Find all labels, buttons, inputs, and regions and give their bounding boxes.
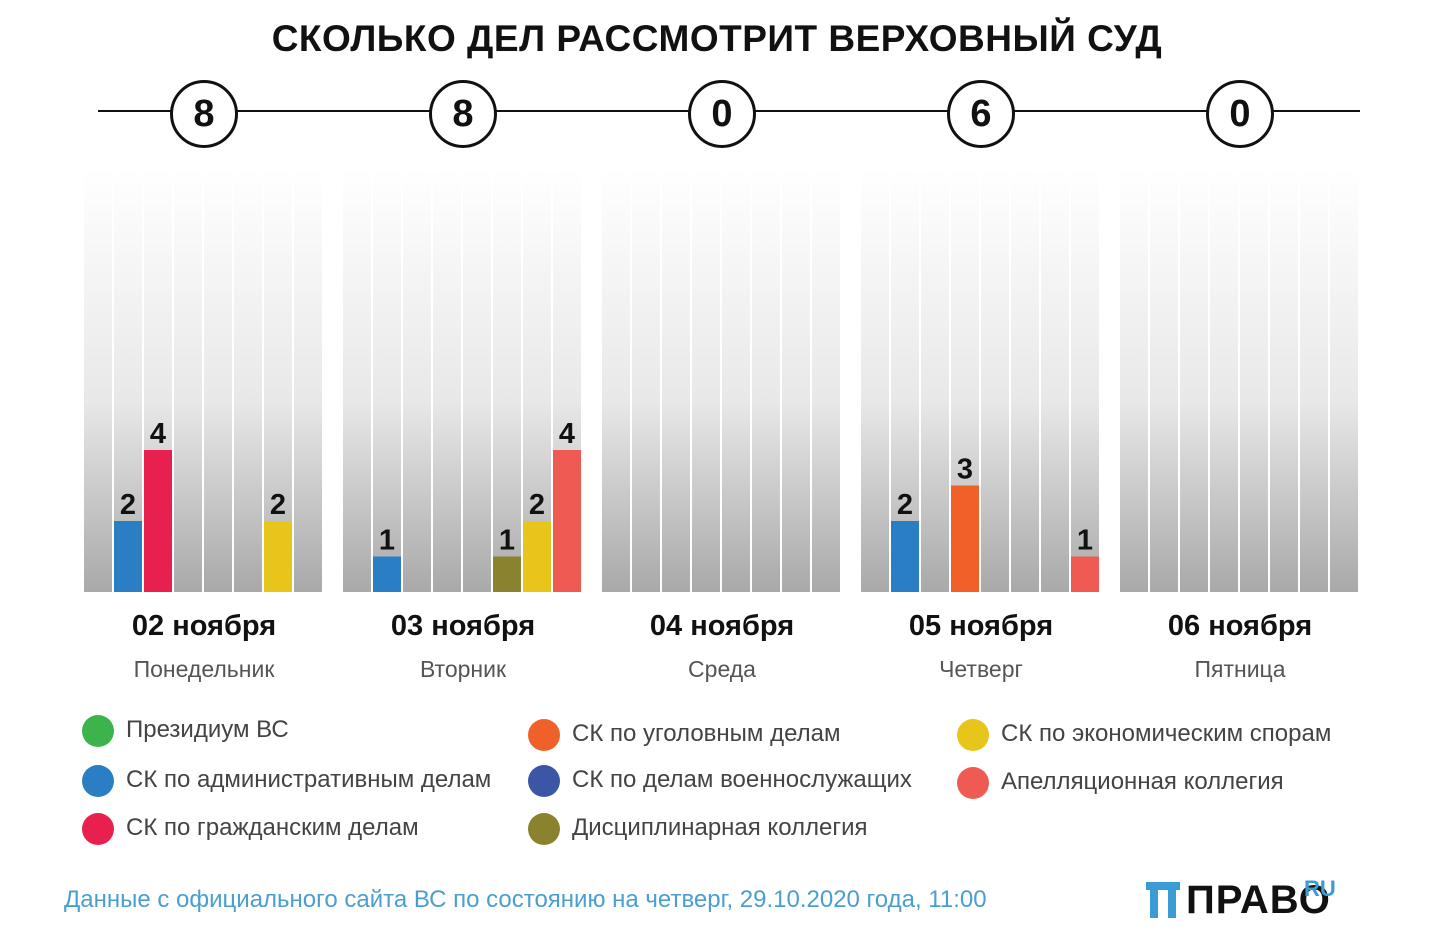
legend-swatch (82, 715, 114, 747)
background-column (662, 168, 690, 592)
background-column (84, 168, 112, 592)
bar-value-label: 4 (150, 418, 166, 450)
bar (114, 521, 142, 592)
day-date-label: 02 ноября (131, 610, 277, 642)
legend-label: Апелляционная коллегия (1001, 768, 1284, 795)
background-column (1240, 168, 1268, 592)
bar-value-label: 2 (529, 489, 545, 521)
bar-value-label: 1 (499, 525, 515, 557)
legend-label: Дисциплинарная коллегия (572, 814, 868, 841)
day-date-label: 05 ноября (908, 610, 1054, 642)
background-column (812, 168, 840, 592)
legend-swatch (957, 767, 989, 799)
bar-value-label: 2 (897, 489, 913, 521)
legend-swatch (528, 813, 560, 845)
day-total-badge: 8 (429, 80, 497, 148)
legend-swatch (82, 765, 114, 797)
bar (264, 521, 292, 592)
bar-value-label: 2 (270, 489, 286, 521)
bar (523, 521, 551, 592)
background-column (373, 168, 401, 592)
bar (951, 485, 979, 592)
background-column (1071, 168, 1099, 592)
weekday-label: Пятница (1194, 656, 1286, 682)
chart-title: СКОЛЬКО ДЕЛ РАССМОТРИТ ВЕРХОВНЫЙ СУД (271, 18, 1163, 59)
background-column (602, 168, 630, 592)
background-column (632, 168, 660, 592)
background-column (294, 168, 322, 592)
background-column (463, 168, 491, 592)
background-column (782, 168, 810, 592)
bar-value-label: 1 (1077, 525, 1093, 557)
legend-label: СК по гражданским делам (126, 814, 419, 841)
background-column (1011, 168, 1039, 592)
background-column (433, 168, 461, 592)
background-column (692, 168, 720, 592)
background-column (1300, 168, 1328, 592)
background-column (234, 168, 262, 592)
weekday-label: Вторник (419, 656, 507, 682)
background-column (204, 168, 232, 592)
background-column (1120, 168, 1148, 592)
legend-swatch (528, 719, 560, 751)
legend-label: СК по экономическим спорам (1001, 720, 1332, 747)
bar (891, 521, 919, 592)
logo-suffix: RU (1304, 876, 1336, 901)
bar (144, 450, 172, 592)
background-column (174, 168, 202, 592)
legend-label: СК по уголовным делам (572, 720, 841, 747)
background-column (981, 168, 1009, 592)
legend-swatch (82, 813, 114, 845)
source-note: Данные с официального сайта ВС по состоя… (64, 886, 987, 913)
bar-value-label: 3 (957, 454, 973, 486)
background-column (861, 168, 889, 592)
day-total-badge: 6 (947, 80, 1015, 148)
logo-wordmark: ПРАВО (1186, 878, 1331, 922)
bar-value-label: 2 (120, 489, 136, 521)
pravo-ru-logo: ПРАВО RU (1146, 876, 1356, 922)
pravo-logo-icon (1146, 882, 1180, 918)
bar (553, 450, 581, 592)
legend-swatch (957, 719, 989, 751)
background-column (921, 168, 949, 592)
day-date-label: 03 ноября (390, 610, 536, 642)
bar-value-label: 4 (559, 418, 575, 450)
weekday-label: Понедельник (133, 656, 275, 682)
day-date-label: 04 ноября (649, 610, 795, 642)
background-column (1180, 168, 1208, 592)
background-column (1210, 168, 1238, 592)
background-column (343, 168, 371, 592)
legend-label: Президиум ВС (126, 716, 289, 743)
day-date-label: 06 ноября (1167, 610, 1313, 642)
background-column (403, 168, 431, 592)
day-total-badge: 8 (170, 80, 238, 148)
background-column (1150, 168, 1178, 592)
bar (493, 556, 521, 592)
weekday-label: Четверг (939, 656, 1023, 682)
bar (373, 556, 401, 592)
legend-swatch (528, 765, 560, 797)
bar (1071, 556, 1099, 592)
background-column (493, 168, 521, 592)
background-column (1330, 168, 1358, 592)
bar-value-label: 1 (379, 525, 395, 557)
weekday-label: Среда (688, 656, 756, 682)
day-total-badge: 0 (688, 80, 756, 148)
legend-label: СК по делам военнослужащих (572, 766, 912, 793)
background-column (1270, 168, 1298, 592)
background-column (752, 168, 780, 592)
background-column (1041, 168, 1069, 592)
legend-label: СК по административным делам (126, 766, 492, 793)
day-total-badge: 0 (1206, 80, 1274, 148)
background-column (722, 168, 750, 592)
